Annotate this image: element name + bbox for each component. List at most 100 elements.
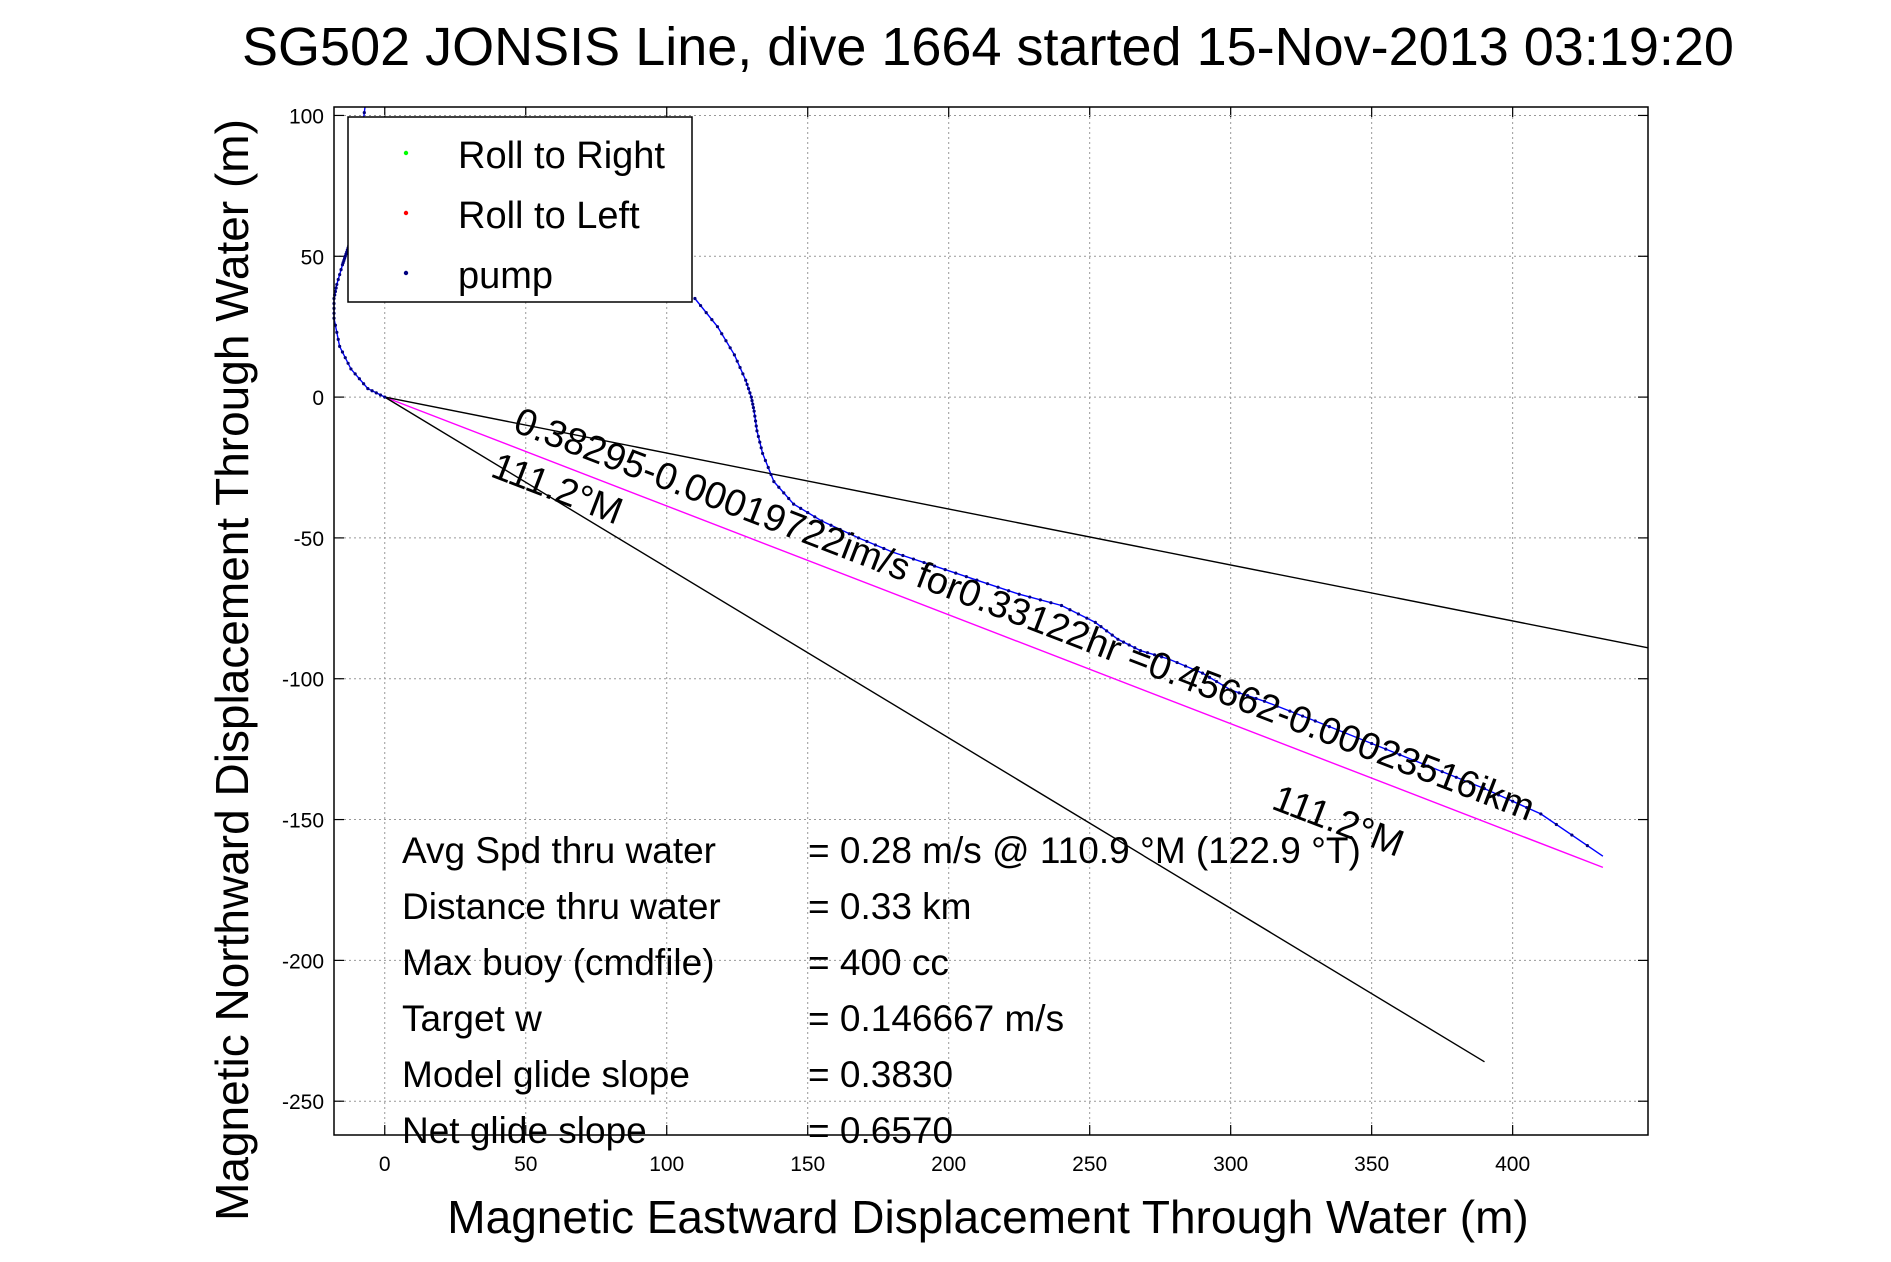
plot-frame	[333, 106, 1649, 1136]
pump-marker	[1370, 741, 1374, 746]
stat-label: Distance thru water	[402, 886, 721, 927]
pump-marker	[728, 346, 732, 350]
pump-marker	[1093, 620, 1097, 625]
x-tick-label: 0	[379, 1153, 391, 1176]
pump-marker	[1313, 719, 1317, 723]
pump-marker	[777, 485, 781, 489]
y-tick-label: 50	[301, 246, 324, 269]
series-2-line	[384, 396, 1604, 869]
pump-marker	[954, 571, 958, 575]
series-3-line	[384, 396, 1649, 649]
pump-marker	[1133, 646, 1137, 650]
pump-marker	[1183, 664, 1188, 668]
pump-marker	[715, 325, 720, 329]
y-tick-label: 100	[289, 105, 324, 128]
stats-panel: Avg Spd thru water = 0.28 m/s @ 110.9 °M …	[402, 830, 1361, 1151]
pump-marker	[346, 361, 350, 365]
pump-marker	[378, 393, 383, 397]
pump-marker	[710, 318, 714, 322]
pump-marker	[1059, 603, 1064, 608]
stat-label: Net glide slope	[402, 1110, 647, 1151]
pump-marker	[693, 296, 697, 301]
pump-marker	[1159, 655, 1164, 659]
pump-marker	[1017, 592, 1021, 596]
pump-marker	[335, 330, 339, 334]
y-tick-label: -100	[282, 669, 324, 692]
pump-marker	[1121, 640, 1126, 644]
pump-marker	[766, 465, 770, 470]
pump-marker	[1110, 633, 1114, 637]
pump-marker	[1138, 648, 1143, 653]
pump-marker	[750, 399, 754, 403]
pump-marker	[1207, 675, 1212, 679]
legend-marker	[403, 270, 409, 276]
legend-label: Roll to Left	[458, 195, 640, 237]
pump-marker	[964, 575, 968, 579]
pump-marker	[704, 311, 708, 315]
pump-marker	[338, 344, 342, 348]
pump-marker	[1192, 667, 1196, 672]
pump-marker	[741, 372, 745, 376]
pump-marker	[1341, 730, 1346, 734]
pump-marker	[698, 303, 703, 308]
pump-marker	[865, 539, 869, 544]
pump-marker	[996, 585, 1000, 589]
pump-marker	[1028, 595, 1032, 599]
pump-marker	[1214, 679, 1219, 684]
pump-marker	[1076, 612, 1081, 616]
pump-marker	[1262, 699, 1267, 703]
pump-marker	[1254, 696, 1258, 701]
y-tick-label: 0	[312, 387, 324, 410]
pump-marker	[985, 582, 990, 586]
pump-marker	[336, 337, 340, 341]
pump-marker	[1454, 775, 1458, 779]
legend-marker	[403, 210, 409, 216]
pump-marker	[911, 557, 916, 561]
pump-marker	[922, 560, 926, 565]
x-tick-label: 350	[1354, 1153, 1389, 1176]
pump-marker	[975, 578, 979, 582]
pump-marker	[1539, 812, 1543, 816]
pump-marker	[882, 546, 886, 551]
pump-marker	[738, 365, 742, 370]
pump-marker	[758, 440, 762, 444]
stat-label: Avg Spd thru water	[402, 830, 716, 871]
pump-marker	[1288, 709, 1292, 713]
pump-marker	[746, 387, 751, 391]
pump-marker	[761, 451, 765, 456]
pump-marker	[856, 536, 861, 540]
pump-marker	[366, 387, 370, 391]
y-tick-label: -50	[294, 528, 324, 551]
legend-label: Roll to Right	[458, 135, 665, 177]
series-4-line	[384, 396, 1485, 1063]
pump-marker	[1105, 629, 1109, 633]
x-tick-label: 400	[1495, 1153, 1530, 1176]
pump-marker	[1525, 805, 1529, 810]
pump-marker	[1440, 770, 1444, 774]
pump-marker	[343, 356, 347, 360]
pump-marker	[901, 553, 905, 558]
pump-marker	[1355, 736, 1360, 740]
pump-marker	[1426, 764, 1430, 768]
pump-marker	[1229, 688, 1233, 692]
pump-marker	[744, 378, 748, 382]
legend: Roll to Right Roll to Left pump	[347, 116, 693, 303]
pump-marker	[1145, 651, 1150, 655]
pump-marker	[374, 391, 378, 395]
x-tick-label: 250	[1072, 1153, 1107, 1176]
pump-marker	[1412, 758, 1416, 763]
pump-marker	[1175, 660, 1179, 665]
tick-labels: 0 50 100 150 200 250 300 350 400 100 50 0 -50 -100 -15…	[282, 105, 1530, 1176]
pump-marker	[335, 282, 339, 287]
pump-marker	[1007, 589, 1011, 593]
y-axis-label: Magnetic Northward Displacement Through …	[206, 119, 258, 1221]
x-tick-label: 300	[1213, 1153, 1248, 1176]
stat-label: Max buoy (cmdfile)	[402, 942, 715, 983]
annotations: 0.38295-0.00019722im/s for0.33122hr =0.4…	[486, 400, 1540, 865]
pump-marker	[732, 353, 737, 357]
x-axis-label: Magnetic Eastward Displacement Through W…	[447, 1191, 1528, 1243]
pump-marker	[847, 532, 851, 536]
pump-marker	[357, 377, 361, 381]
pump-marker	[813, 515, 817, 519]
